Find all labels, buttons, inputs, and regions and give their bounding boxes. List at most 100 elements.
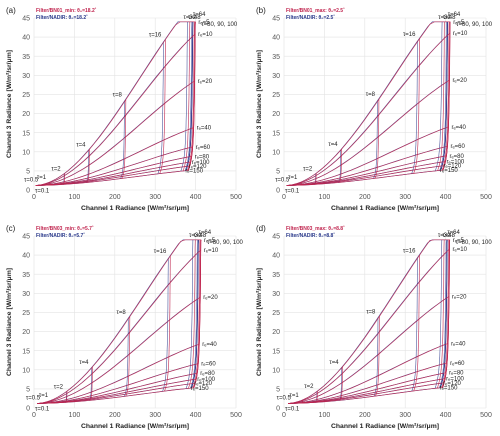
tau-curve-nadir [185, 239, 194, 389]
y-tick-label: 25 [22, 310, 30, 317]
y-tick-label: 20 [22, 111, 30, 118]
tau-curve-filter [188, 239, 196, 389]
tau-label: τ=48 [443, 15, 456, 21]
re-label: rₑ=5 [204, 238, 216, 244]
tau-curve-filter [441, 239, 450, 388]
tau-curve-filter [86, 149, 90, 183]
tau-label: τ=32 [184, 15, 197, 21]
re-label: rₑ=20 [203, 295, 218, 301]
panel-b: 0 5 10 15 20 25 30 35 40 45 0 100 200 300 400 500 Channe… [250, 0, 500, 218]
legend-entry-red: Filter/BN01_max: θ₀=2.5˚ [286, 7, 345, 14]
re-curve-filter [35, 170, 189, 186]
re-label: rₑ=10 [198, 32, 213, 38]
tau-label: τ=80, 90, 100 [456, 22, 493, 28]
tau-label: τ=4 [329, 360, 339, 366]
re-label: rₑ=120 [189, 164, 207, 170]
re-label: rₑ=100 [446, 160, 464, 166]
tau-label: τ=2 [303, 166, 313, 172]
panel-label: (c) [6, 224, 16, 233]
y-tick-label: 35 [22, 272, 30, 279]
y-tick-label: 5 [26, 168, 30, 175]
re-label: rₑ=80 [449, 371, 464, 377]
re-label: rₑ=60 [450, 361, 465, 367]
tau-label: τ=8 [117, 310, 127, 316]
tau-curve-nadir [411, 40, 418, 174]
y-tick-label: 35 [272, 54, 280, 61]
re-curve-nadir [286, 21, 448, 186]
tau-label: τ=2 [304, 384, 314, 390]
tau-label: τ=4 [79, 360, 89, 366]
x-tick-label: 0 [32, 194, 36, 201]
x-tick-label: 200 [359, 412, 371, 419]
tau-label: τ=1 [37, 175, 47, 181]
re-curve-filter [288, 387, 443, 404]
panel-c: 0 5 10 15 20 25 30 35 40 45 0 100 200 300 400 500 Channe… [0, 218, 250, 436]
x-tick-label: 400 [440, 412, 452, 419]
panel-d: 0 5 10 15 20 25 30 35 40 45 0 100 200 300 400 500 Channe… [250, 218, 500, 436]
tau-label: τ=8 [113, 93, 123, 99]
chart-panel-a: 0 5 10 15 20 25 30 35 40 45 0 100 200 300 400 500 Channe… [6, 6, 242, 212]
y-tick-label: 40 [22, 253, 30, 260]
x-tick-label: 0 [32, 412, 36, 419]
x-tick-label: 300 [399, 412, 411, 419]
x-tick-label: 100 [319, 194, 331, 201]
re-label: rₑ=60 [450, 144, 465, 150]
re-label: rₑ=60 [196, 145, 211, 151]
tau-curve-filter [182, 21, 191, 172]
re-label: rₑ=120 [443, 381, 461, 387]
tau-label: τ=2 [54, 384, 64, 390]
tau-curve-nadir [124, 318, 129, 397]
y-tick-label: 45 [272, 234, 280, 241]
re-curve-filter [37, 239, 201, 404]
tau-label: τ=0.1 [35, 406, 50, 412]
tau-curve-filter [436, 239, 445, 389]
panel-a: 0 5 10 15 20 25 30 35 40 45 0 100 200 300 400 500 Channe… [0, 0, 250, 218]
chart-panel-d: 0 5 10 15 20 25 30 35 40 45 0 100 200 300 400 500 Channe… [256, 224, 493, 430]
tau-curve-filter [375, 316, 380, 397]
re-label: rₑ=40 [451, 341, 466, 347]
tau-curve-nadir [191, 239, 199, 389]
re-label: rₑ=40 [202, 342, 217, 348]
y-tick-label: 30 [272, 291, 280, 298]
y-tick-label: 0 [276, 406, 280, 413]
re-label: rₑ=5 [198, 20, 210, 26]
x-tick-label: 300 [399, 194, 411, 201]
tau-curve-filter [49, 181, 51, 186]
tau-curve-filter [339, 366, 343, 401]
y-tick-label: 5 [276, 168, 280, 175]
y-tick-label: 40 [22, 35, 30, 42]
tau-label: τ=32 [438, 15, 451, 21]
tau-curve-nadir [184, 21, 193, 171]
tau-curve-filter [159, 39, 166, 174]
tau-label: τ=1 [288, 175, 298, 181]
re-label: rₑ=120 [194, 381, 212, 387]
x-tick-label: 100 [319, 412, 331, 419]
y-tick-label: 25 [272, 92, 280, 99]
re-label: rₑ=20 [452, 294, 467, 300]
re-curve-filter [288, 378, 446, 404]
re-label: rₑ=80 [200, 371, 215, 377]
panel-label: (b) [256, 6, 266, 15]
re-curve-nadir [37, 344, 197, 404]
tau-curve-nadir [373, 100, 378, 179]
re-label: rₑ=10 [204, 248, 219, 254]
y-axis-label: Channel 3 Radiance [W/m²/sr/μm] [256, 268, 263, 376]
y-tick-label: 0 [276, 188, 280, 195]
panel-label: (d) [256, 224, 266, 233]
y-tick-label: 10 [272, 367, 280, 374]
tau-label: τ=1 [39, 393, 49, 399]
tau-curve-filter [437, 21, 445, 171]
y-tick-label: 40 [272, 253, 280, 260]
y-tick-label: 30 [22, 291, 30, 298]
x-tick-label: 500 [230, 194, 242, 201]
legend-entry-red: Filter/BN03_max: θ₀=8.8˚ [286, 225, 345, 232]
re-label: rₑ=120 [443, 164, 461, 170]
y-axis-label: Channel 3 Radiance [W/m²/sr/μm] [256, 50, 263, 158]
tau-curve-filter [164, 255, 171, 392]
tau-curve-filter [413, 38, 420, 174]
tau-label: τ=80, 90, 100 [456, 240, 493, 246]
tau-curve-filter [338, 149, 342, 183]
re-curve-nadir [35, 35, 193, 186]
tau-label: τ=0.5 [24, 177, 39, 183]
